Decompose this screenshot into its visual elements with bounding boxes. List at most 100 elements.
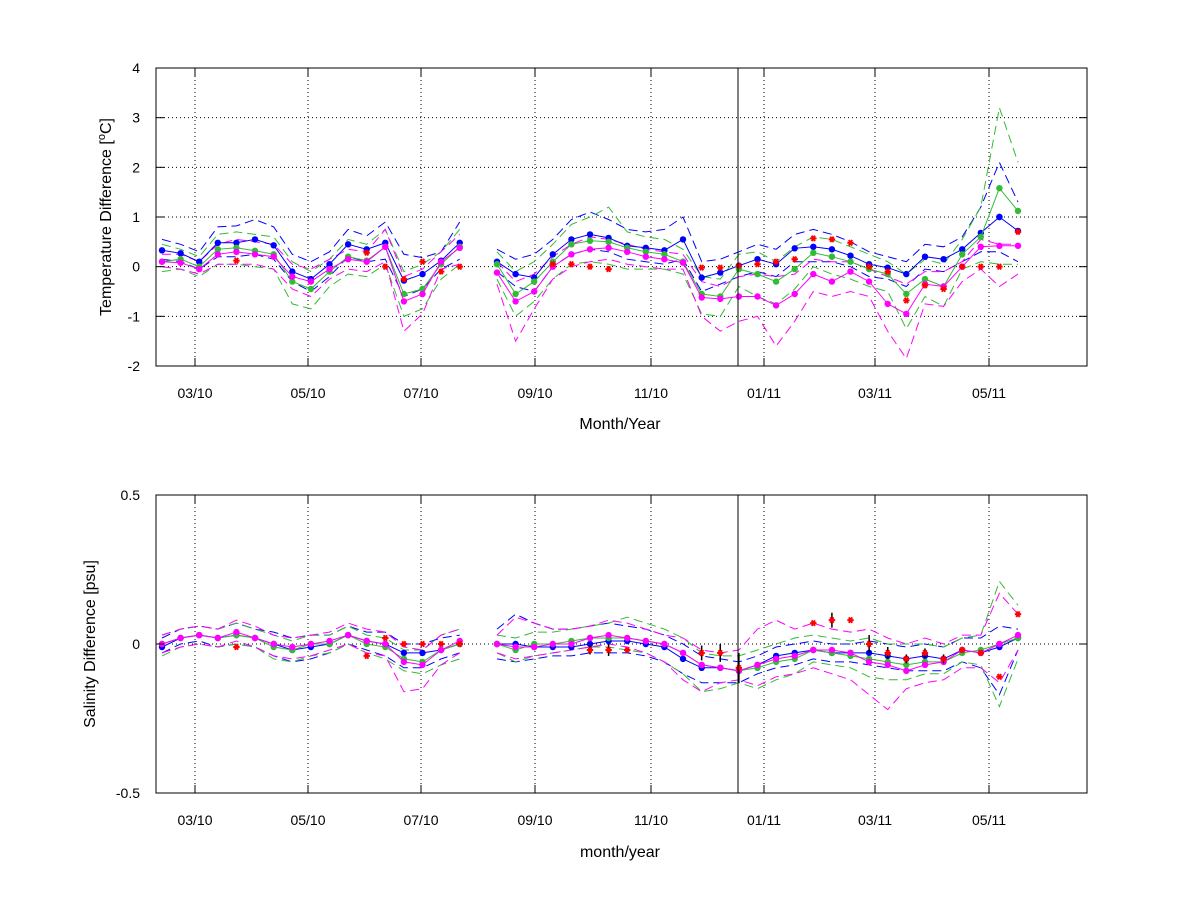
temperature-series-point	[196, 258, 203, 265]
temperature-series-point	[344, 256, 352, 263]
temperature-panel: 03/10 05/10 07/10 09/10 11/10 01/11 03/11 05/11…	[96, 60, 1088, 433]
temperature-series-point	[661, 251, 668, 258]
temperature-series-point	[177, 259, 184, 266]
salinity-series-point	[679, 655, 687, 663]
salinity-series-point	[214, 634, 221, 642]
temperature-x-axis-title: Month/Year	[579, 416, 661, 433]
temperature-observation-point	[903, 297, 910, 304]
salinity-series-point	[400, 649, 408, 657]
temperature-series-point	[642, 248, 649, 255]
temperature-series-point	[289, 278, 296, 285]
temperature-series-point	[940, 256, 947, 263]
temperature-series-point	[903, 290, 910, 298]
temperature-series-point	[214, 246, 221, 253]
salinity-observation-stroke	[606, 646, 612, 654]
temperature-observation-point	[772, 258, 780, 265]
salinity-series-point	[828, 646, 836, 654]
temperature-y-tick-label: 4	[132, 60, 140, 76]
salinity-series-point	[382, 640, 389, 648]
salinity-observation-stroke	[457, 640, 463, 648]
temperature-observation-stroke	[364, 249, 370, 257]
salinity-spread-upper-line	[161, 619, 460, 651]
temperature-observation-stroke	[848, 239, 853, 247]
temperature-spread-lower-line	[161, 260, 460, 333]
temperature-observation-point	[977, 263, 984, 270]
temperature-observation-point	[735, 262, 743, 269]
salinity-spread-lower-line	[496, 649, 1019, 696]
salinity-series-point	[642, 637, 649, 645]
temperature-series-point	[289, 273, 296, 280]
salinity-series-point	[810, 646, 817, 654]
temperature-series-point	[847, 258, 854, 265]
salinity-series-point	[400, 658, 408, 666]
salinity-y-tick-label: 0.5	[121, 487, 141, 503]
salinity-series-point	[865, 658, 873, 666]
salinity-tick-labels: 03/10 05/10 07/10 09/10 11/10 01/11 03/11 05/11…	[116, 487, 1006, 828]
salinity-series-point	[437, 646, 445, 654]
salinity-observation-point	[884, 649, 891, 657]
salinity-x-tick-label: 01/11	[747, 812, 781, 828]
temperature-series-point	[233, 239, 240, 246]
temperature-series-point	[772, 302, 780, 309]
temperature-series-point	[1014, 207, 1022, 215]
temperature-observation-point	[419, 258, 426, 265]
temperature-observation-point	[586, 263, 594, 270]
temperature-x-tick-label: 11/10	[634, 385, 668, 401]
temperature-x-tick-label: 05/10	[290, 385, 325, 401]
temperature-observation-stroke	[457, 263, 463, 270]
salinity-observation-point	[940, 655, 947, 663]
temperature-series-point	[568, 241, 575, 248]
temperature-observation-stroke	[401, 275, 407, 283]
salinity-observation-point	[921, 649, 929, 657]
temperature-observation-point	[549, 260, 556, 268]
temperature-observation-stroke	[866, 263, 872, 270]
salinity-x-tick-label: 03/11	[858, 812, 892, 828]
temperature-series-point	[847, 252, 854, 259]
salinity-observation-stroke	[420, 640, 425, 648]
temperature-series-point	[568, 236, 575, 243]
salinity-observation-point	[419, 640, 426, 648]
salinity-y-tick-label: 0	[132, 636, 140, 652]
temperature-spread-upper-line	[496, 161, 1019, 263]
temperature-series-point	[996, 242, 1003, 249]
temperature-observation-stroke	[903, 297, 909, 304]
temperature-observation-stroke	[810, 235, 816, 242]
salinity-observation-point	[624, 646, 631, 654]
temperature-axes-frame	[155, 67, 1088, 367]
temperature-series-point	[847, 268, 854, 275]
temperature-y-tick-label: 0	[132, 259, 140, 275]
salinity-series-point	[307, 640, 315, 648]
salinity-observation-stroke	[1015, 610, 1021, 618]
salinity-observation-stroke	[941, 655, 947, 663]
temperature-observation-stroke	[792, 255, 798, 263]
temperature-observation-stroke	[550, 260, 556, 268]
temperature-observation-stroke	[755, 260, 760, 268]
temperature-observation-point	[884, 268, 891, 275]
salinity-observation-point	[437, 640, 445, 648]
temperature-observation-point	[810, 235, 817, 242]
temperature-spread-upper-line	[161, 218, 461, 263]
temperature-series-point	[568, 251, 575, 258]
temperature-series-point	[903, 270, 910, 278]
salinity-series-point	[921, 661, 929, 669]
temperature-observation-point	[382, 263, 389, 270]
salinity-observation-point	[400, 640, 408, 648]
salinity-observation-stroke	[903, 655, 909, 663]
temperature-observation-point	[437, 268, 445, 275]
temperature-series-point	[791, 245, 798, 252]
salinity-series-point	[717, 664, 724, 671]
temperature-series-point	[251, 251, 259, 258]
temperature-observation-stroke	[829, 236, 835, 243]
temperature-series-point	[586, 246, 594, 253]
temperature-series-point	[493, 269, 501, 276]
salinity-observation-point	[977, 649, 984, 657]
salinity-series-point	[754, 661, 761, 669]
salinity-series	[158, 628, 1022, 674]
temperature-series-point	[586, 237, 594, 244]
temperature-observation-point	[921, 282, 929, 289]
temperature-series-point	[419, 290, 426, 298]
temperature-series-point	[605, 244, 612, 251]
salinity-series-point	[270, 640, 277, 648]
